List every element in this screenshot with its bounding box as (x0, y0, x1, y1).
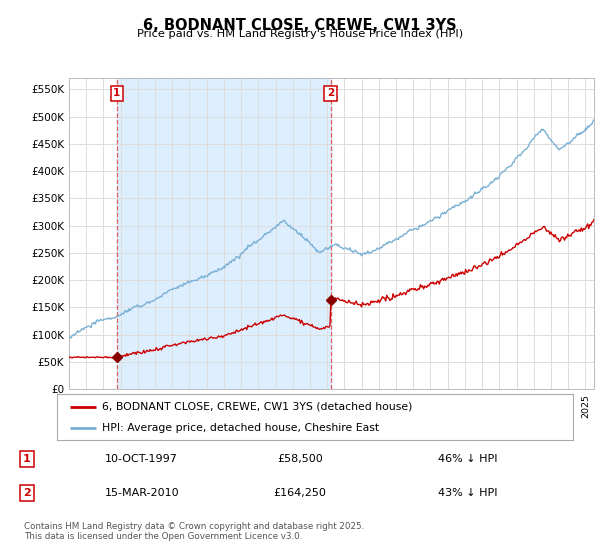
Text: 6, BODNANT CLOSE, CREWE, CW1 3YS: 6, BODNANT CLOSE, CREWE, CW1 3YS (143, 18, 457, 33)
Text: 15-MAR-2010: 15-MAR-2010 (105, 488, 179, 498)
Bar (117, 78, 331, 389)
Text: 2: 2 (327, 88, 334, 98)
Text: Price paid vs. HM Land Registry's House Price Index (HPI): Price paid vs. HM Land Registry's House … (137, 29, 463, 39)
Text: Contains HM Land Registry data © Crown copyright and database right 2025.
This d: Contains HM Land Registry data © Crown c… (24, 522, 364, 542)
Text: £58,500: £58,500 (277, 454, 323, 464)
Text: £164,250: £164,250 (274, 488, 326, 498)
Text: 6, BODNANT CLOSE, CREWE, CW1 3YS (detached house): 6, BODNANT CLOSE, CREWE, CW1 3YS (detach… (103, 402, 413, 412)
Text: 1: 1 (113, 88, 121, 98)
Text: 43% ↓ HPI: 43% ↓ HPI (438, 488, 497, 498)
Text: 10-OCT-1997: 10-OCT-1997 (105, 454, 178, 464)
Text: 46% ↓ HPI: 46% ↓ HPI (438, 454, 497, 464)
Text: 1: 1 (23, 454, 31, 464)
Text: HPI: Average price, detached house, Cheshire East: HPI: Average price, detached house, Ches… (103, 423, 380, 433)
Text: 2: 2 (23, 488, 31, 498)
